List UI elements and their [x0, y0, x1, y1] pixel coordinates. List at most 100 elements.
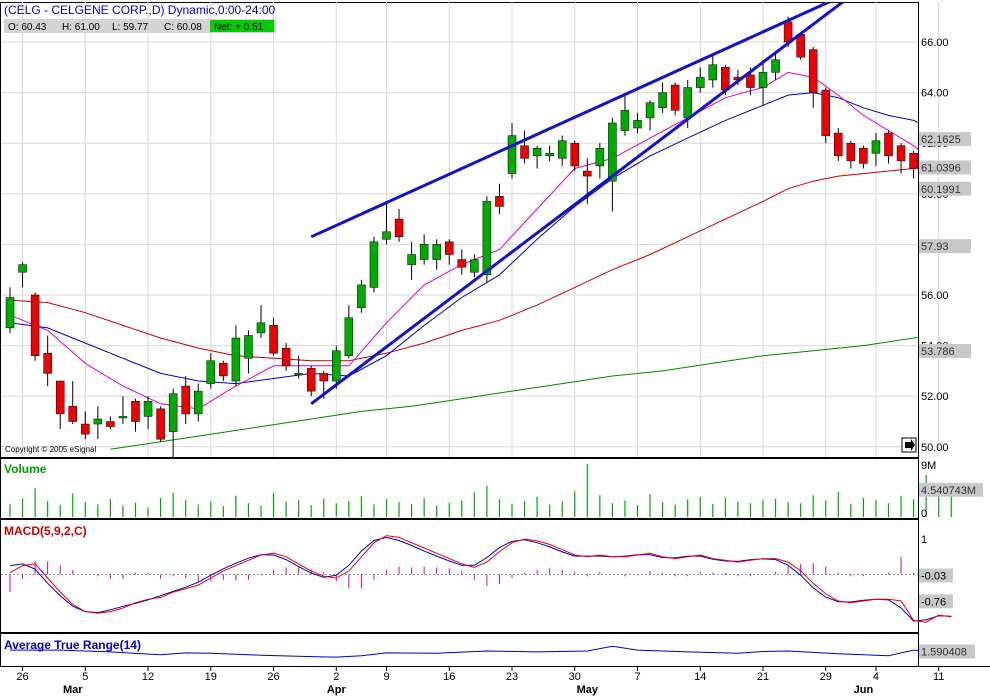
chart-title: (CELG - CELGENE CORP.,D) Dynamic,0:00-24… — [4, 3, 276, 17]
candle — [81, 411, 90, 440]
copyright-notice: Copyright © 2005 eSignal — [5, 445, 97, 454]
candle — [294, 355, 303, 379]
panel-frame — [0, 2, 919, 458]
candle — [18, 262, 27, 288]
xaxis-day-label: 14 — [694, 671, 706, 683]
volume-label: Volume — [4, 462, 47, 476]
xaxis-day-label: 23 — [506, 671, 518, 683]
atr-label: Average True Range(14) — [4, 638, 141, 652]
macd-tick-label: -0.03 — [921, 571, 946, 583]
value-highlight-box — [919, 239, 971, 254]
candle — [947, 196, 955, 234]
xaxis-day-label: 5 — [82, 671, 88, 683]
candle — [758, 59, 768, 106]
xaxis-month-label: Apr — [327, 684, 347, 696]
candle — [131, 398, 140, 432]
candle — [118, 396, 128, 425]
candle — [382, 203, 391, 245]
candle — [219, 360, 228, 382]
candle — [68, 381, 77, 425]
ma-red-line — [9, 167, 918, 362]
ohlc-open: O: 60.43 — [8, 22, 47, 33]
ohlc-close: C: 60.08 — [164, 22, 202, 33]
candle — [143, 396, 153, 430]
xaxis-day-label: 19 — [205, 671, 217, 683]
candle — [106, 416, 115, 430]
macd-line — [9, 535, 952, 623]
xaxis-day-label: 7 — [634, 671, 640, 683]
ma-green-line — [110, 336, 918, 450]
price-tick-label: 50.00 — [921, 442, 949, 454]
candle — [495, 183, 504, 215]
xaxis-day-label: 12 — [142, 671, 154, 683]
price-tick-label: 56.00 — [921, 290, 949, 302]
candle — [181, 375, 190, 425]
candle — [859, 145, 868, 169]
candle — [846, 140, 856, 169]
price-panel — [5, 3, 968, 457]
macd-signal-line — [9, 536, 952, 622]
candle — [369, 236, 379, 293]
candle — [344, 305, 354, 359]
candle — [570, 140, 579, 172]
candle — [884, 130, 893, 164]
scroll-right-icon[interactable] — [901, 437, 917, 453]
candle — [43, 335, 52, 387]
candle — [507, 122, 517, 179]
atr-line — [10, 645, 952, 658]
xaxis-day-label: 29 — [820, 671, 832, 683]
candle — [909, 150, 918, 179]
panel-frame — [0, 519, 919, 633]
candle — [269, 317, 278, 356]
candle — [394, 208, 404, 242]
volume-tick-label: 0 — [921, 508, 927, 520]
candle — [432, 239, 441, 270]
volume-tick-label: 9M — [921, 460, 936, 472]
candle — [332, 345, 341, 389]
atr-value-label: 1.590408 — [921, 646, 967, 658]
atr-panel — [10, 645, 952, 658]
price-tick-label: 64.00 — [921, 88, 949, 100]
candle — [771, 52, 780, 80]
xaxis-day-label: 26 — [267, 671, 279, 683]
axes: 66.0064.0062.0060.0058.0056.0054.0052.00… — [16, 37, 983, 696]
candle — [55, 380, 65, 430]
candle — [93, 406, 103, 440]
macd-tick-label: 1 — [921, 534, 927, 546]
grid-lines — [0, 2, 990, 667]
candle — [696, 67, 705, 93]
candle — [633, 112, 642, 134]
value-highlight-box — [919, 344, 971, 359]
volume-value-box — [919, 482, 983, 497]
candle — [960, 191, 968, 237]
macd-value-box — [919, 594, 953, 609]
candle — [256, 305, 266, 339]
candle — [545, 145, 554, 161]
candle — [281, 343, 291, 371]
xaxis-day-label: 30 — [569, 671, 581, 683]
macd-panel — [1, 535, 952, 623]
ma-blue-line — [9, 92, 918, 385]
candle — [620, 95, 630, 136]
candle — [670, 82, 680, 116]
candle — [896, 143, 906, 174]
candle — [482, 196, 492, 283]
candle — [608, 117, 617, 212]
ma-magenta-line — [9, 71, 918, 410]
macd-tick-label: -0.76 — [921, 596, 946, 608]
candle — [156, 406, 165, 442]
xaxis-day-label: 4 — [873, 671, 879, 683]
value-highlight-label: 62.1625 — [921, 134, 961, 146]
candle — [821, 87, 830, 144]
candle — [231, 325, 241, 387]
candle — [645, 100, 655, 131]
panel-frame — [0, 458, 919, 519]
candle — [206, 353, 216, 389]
ohlc-low: L: 59.77 — [112, 22, 149, 33]
value-highlight-box — [919, 181, 971, 196]
price-tick-label: 52.00 — [921, 391, 949, 403]
xaxis-day-label: 16 — [443, 671, 455, 683]
xaxis-day-label: 26 — [16, 671, 28, 683]
candle — [357, 279, 366, 313]
candle — [658, 82, 667, 113]
